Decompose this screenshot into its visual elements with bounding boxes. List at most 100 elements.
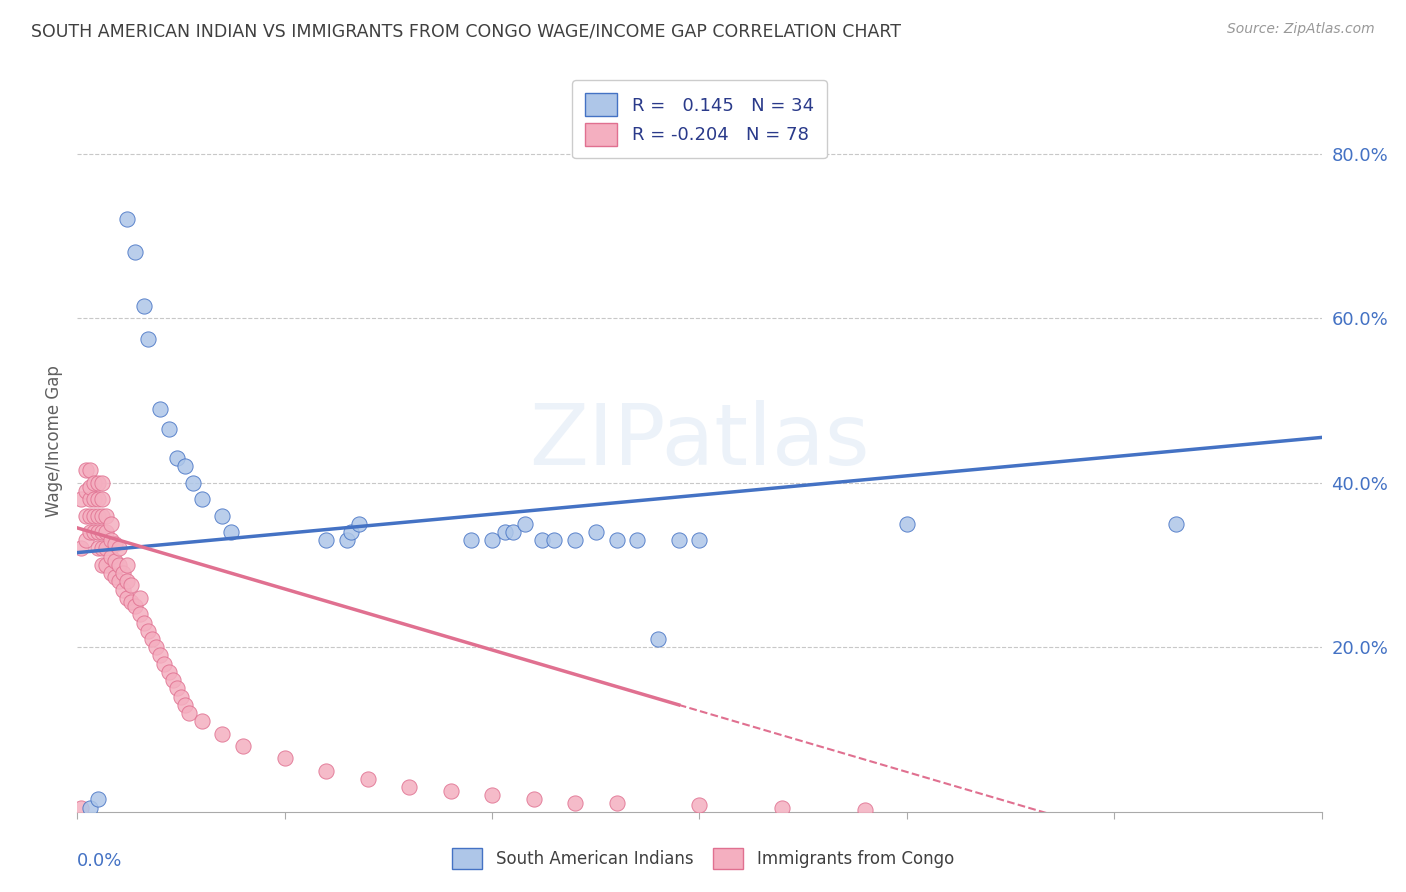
Point: [136, 332, 159, 346]
Point: [87, 524, 110, 539]
Point: [104, 554, 127, 568]
Point: [115, 558, 138, 572]
Point: [1166, 516, 1188, 531]
Point: [460, 533, 482, 548]
Point: [120, 578, 142, 592]
Point: [668, 533, 690, 548]
Point: [515, 516, 537, 531]
Point: [91, 508, 114, 523]
Point: [439, 784, 461, 798]
Point: [79, 524, 101, 539]
Text: SOUTH AMERICAN INDIAN VS IMMIGRANTS FROM CONGO WAGE/INCOME GAP CORRELATION CHART: SOUTH AMERICAN INDIAN VS IMMIGRANTS FROM…: [31, 22, 901, 40]
Text: Source: ZipAtlas.com: Source: ZipAtlas.com: [1227, 22, 1375, 37]
Point: [315, 764, 337, 778]
Point: [83, 508, 105, 523]
Point: [70, 492, 93, 507]
Point: [647, 632, 669, 646]
Point: [481, 533, 503, 548]
Legend: R =   0.145   N = 34, R = -0.204   N = 78: R = 0.145 N = 34, R = -0.204 N = 78: [572, 80, 827, 159]
Point: [91, 524, 114, 539]
Point: [100, 566, 122, 581]
Point: [149, 401, 172, 416]
Point: [896, 516, 918, 531]
Point: [166, 681, 188, 696]
Point: [157, 422, 180, 436]
Point: [772, 800, 794, 814]
Point: [183, 475, 205, 490]
Point: [83, 475, 105, 490]
Point: [87, 792, 110, 806]
Point: [115, 574, 138, 589]
Point: [145, 640, 167, 655]
Point: [100, 549, 122, 564]
Point: [190, 492, 214, 507]
Point: [75, 508, 97, 523]
Point: [75, 533, 97, 548]
Point: [494, 524, 516, 539]
Point: [179, 706, 201, 720]
Point: [79, 800, 101, 814]
Point: [564, 797, 586, 811]
Point: [124, 599, 146, 613]
Point: [96, 524, 118, 539]
Point: [91, 492, 114, 507]
Point: [174, 459, 197, 474]
Point: [100, 516, 122, 531]
Point: [70, 800, 93, 814]
Point: [190, 714, 214, 729]
Point: [79, 492, 101, 507]
Point: [626, 533, 648, 548]
Point: [315, 533, 337, 548]
Point: [79, 480, 101, 494]
Point: [157, 665, 180, 679]
Point: [70, 541, 93, 556]
Point: [689, 533, 711, 548]
Point: [87, 492, 110, 507]
Point: [357, 772, 380, 786]
Point: [273, 751, 295, 765]
Point: [115, 591, 138, 605]
Point: [87, 508, 110, 523]
Point: [83, 524, 105, 539]
Point: [128, 591, 150, 605]
Point: [91, 541, 114, 556]
Point: [100, 533, 122, 548]
Point: [149, 648, 172, 663]
Point: [219, 524, 242, 539]
Point: [87, 541, 110, 556]
Point: [75, 463, 97, 477]
Point: [96, 558, 118, 572]
Point: [104, 570, 127, 584]
Point: [91, 558, 114, 572]
Point: [530, 533, 553, 548]
Point: [91, 475, 114, 490]
Point: [79, 508, 101, 523]
Point: [120, 595, 142, 609]
Point: [585, 524, 607, 539]
Point: [398, 780, 420, 794]
Point: [211, 508, 233, 523]
Point: [104, 537, 127, 551]
Point: [336, 533, 359, 548]
Point: [132, 615, 155, 630]
Text: ZIPatlas: ZIPatlas: [529, 400, 870, 483]
Point: [96, 541, 118, 556]
Point: [83, 492, 105, 507]
Point: [111, 566, 134, 581]
Point: [855, 803, 877, 817]
Point: [166, 450, 188, 465]
Y-axis label: Wage/Income Gap: Wage/Income Gap: [45, 366, 63, 517]
Point: [128, 607, 150, 622]
Point: [107, 574, 129, 589]
Point: [211, 726, 233, 740]
Point: [349, 516, 371, 531]
Point: [689, 798, 711, 813]
Point: [79, 463, 101, 477]
Point: [107, 558, 129, 572]
Point: [564, 533, 586, 548]
Point: [153, 657, 176, 671]
Point: [606, 797, 628, 811]
Point: [111, 582, 134, 597]
Point: [132, 299, 155, 313]
Point: [162, 673, 184, 687]
